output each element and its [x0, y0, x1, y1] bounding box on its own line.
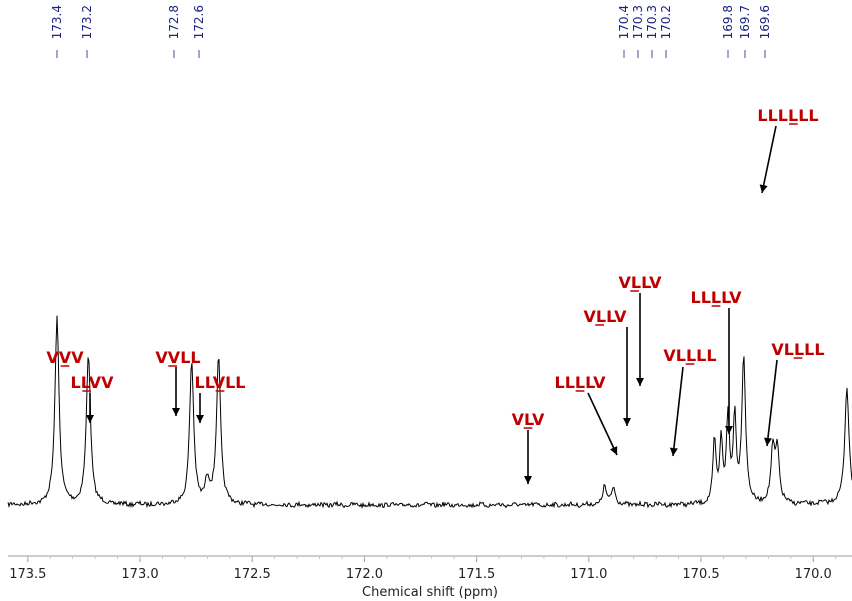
sequence-annotation-text: VLLLL	[771, 340, 824, 359]
sequence-annotation-text: VLLV	[584, 307, 628, 326]
sequence-annotation-text: VVV	[46, 348, 84, 367]
sequence-annotation-text: VLLV	[619, 273, 663, 292]
annotation-arrow-head	[669, 447, 678, 456]
peak-shift-text: 170.3	[645, 5, 659, 39]
sequence-annotation: VVV	[46, 348, 84, 367]
annotation-layer: VVV LLVV VVLL LLVLL VLV LLLLV VLLV VLLV VLLLL LLL…	[46, 106, 825, 484]
peak-shift-text: 170.3	[631, 5, 645, 39]
sequence-annotation: VLLLL	[663, 346, 717, 457]
sequence-annotation: LLLLLL	[757, 106, 819, 194]
x-axis-title: Chemical shift (ppm)	[362, 585, 498, 600]
sequence-annotation: LLLLV	[691, 288, 743, 434]
x-tick-label: 170.0	[795, 567, 832, 582]
annotation-arrow-head	[610, 446, 618, 455]
peak-shift-text: 173.4	[50, 5, 64, 39]
peak-shift-text: 172.8	[167, 5, 181, 39]
annotation-arrow-head	[196, 415, 204, 423]
sequence-annotation: VLLLL	[764, 340, 825, 447]
annotation-arrow-shaft	[761, 125, 777, 194]
sequence-annotation-text: LLLLV	[691, 288, 743, 307]
sequence-annotation: VLLV	[584, 307, 631, 426]
x-tick-label: 171.0	[570, 567, 607, 582]
annotation-arrow-shaft	[587, 392, 618, 456]
x-axis: 173.5 173.0 172.5 172.0 171.5 171.0 170.5 170.0…	[8, 555, 852, 582]
sequence-annotation-text: LLLLV	[555, 373, 607, 392]
annotation-arrow-head	[524, 476, 532, 484]
peak-shift-label: 169.6	[758, 5, 772, 58]
sequence-annotation: VLLV	[619, 273, 663, 386]
peak-shift-text: 169.8	[721, 5, 735, 39]
peak-shift-label: 172.6	[192, 5, 206, 58]
sequence-annotation: VLV	[512, 410, 545, 484]
sequence-annotation-text: LLVV	[71, 373, 115, 392]
peak-shift-text: 169.6	[758, 5, 772, 39]
x-tick-label: 173.0	[121, 567, 158, 582]
spectrum-trace	[7, 315, 852, 509]
x-tick-label: 171.5	[458, 567, 495, 582]
sequence-annotation: LLVLL	[195, 373, 246, 423]
annotation-arrow-head	[172, 408, 180, 416]
peak-shift-label: 170.3	[631, 5, 645, 58]
annotation-arrow-head	[725, 426, 733, 434]
annotation-arrow-head	[759, 184, 768, 193]
peak-shift-label: 169.7	[738, 5, 752, 58]
annotation-arrow-shaft	[766, 359, 778, 447]
peak-shift-label: 170.4	[617, 5, 631, 58]
annotation-arrow-head	[764, 437, 772, 446]
sequence-annotation: LLLLV	[555, 373, 618, 456]
sequence-annotation-text: LLLLLL	[757, 106, 818, 125]
peak-shift-label: 172.8	[167, 5, 181, 58]
sequence-annotation-text: LLVLL	[195, 373, 246, 392]
x-tick-label: 172.0	[346, 567, 383, 582]
peak-shift-text: 169.7	[738, 5, 752, 39]
annotation-arrow-head	[623, 418, 631, 426]
sequence-annotation: LLVV	[71, 373, 115, 423]
sequence-annotation-text: VVLL	[155, 348, 200, 367]
peak-shift-text: 173.2	[80, 5, 94, 39]
sequence-annotation-text: VLLLL	[663, 346, 716, 365]
peak-label-layer: 173.4 173.2 172.8 172.6 170.4 170.3 170.3 170.2…	[50, 5, 772, 58]
peak-shift-label: 173.2	[80, 5, 94, 58]
peak-shift-text: 170.2	[659, 5, 673, 39]
peak-shift-label: 170.3	[645, 5, 659, 58]
sequence-annotation-text: VLV	[512, 410, 545, 429]
peak-shift-text: 170.4	[617, 5, 631, 39]
trace-layer	[7, 315, 852, 509]
peak-shift-label: 173.4	[50, 5, 64, 58]
peak-shift-label: 170.2	[659, 5, 673, 58]
sequence-annotation: VVLL	[155, 348, 201, 416]
x-tick-label: 172.5	[234, 567, 271, 582]
x-tick-label: 173.5	[9, 567, 46, 582]
annotation-arrow-head	[86, 415, 94, 423]
annotation-arrow-shaft	[672, 366, 684, 457]
annotation-arrow-head	[636, 378, 644, 386]
peak-shift-text: 172.6	[192, 5, 206, 39]
peak-shift-label: 169.8	[721, 5, 735, 58]
x-tick-label: 170.5	[682, 567, 719, 582]
